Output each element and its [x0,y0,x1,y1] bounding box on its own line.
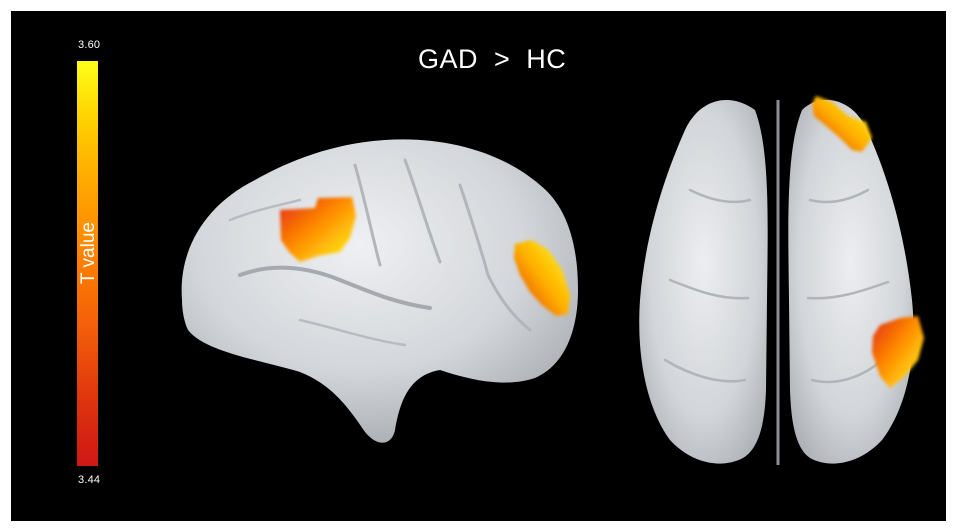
right-hemisphere-surface [788,99,914,464]
lateral-surface [181,139,579,443]
activation-blob [514,240,570,316]
colorbar-min-label: 3.44 [78,474,101,486]
sulcus-line [688,188,752,204]
sulcus-line [668,278,750,300]
sulcus-line [806,280,890,300]
sulcus-line [663,358,747,383]
sulcus-line [458,183,532,332]
sylvian-fissure [238,265,432,310]
activation-blob [872,316,924,388]
lateral-brain-view [181,139,579,443]
sulcus-line [353,163,382,267]
colorbar-max-label: 3.60 [78,39,101,51]
sulcus-line [403,158,442,264]
activation-blob [280,197,356,262]
colorbar [77,61,98,466]
sulcus-line [228,198,302,222]
sulcus-line [298,318,407,347]
sulcus-line [810,360,882,384]
sulcus-line [808,188,870,204]
activation-blob [812,96,872,152]
dorsal-brain-view [639,96,924,465]
left-hemisphere-surface [639,99,768,464]
contrast-title: GAD > HC [418,44,567,74]
